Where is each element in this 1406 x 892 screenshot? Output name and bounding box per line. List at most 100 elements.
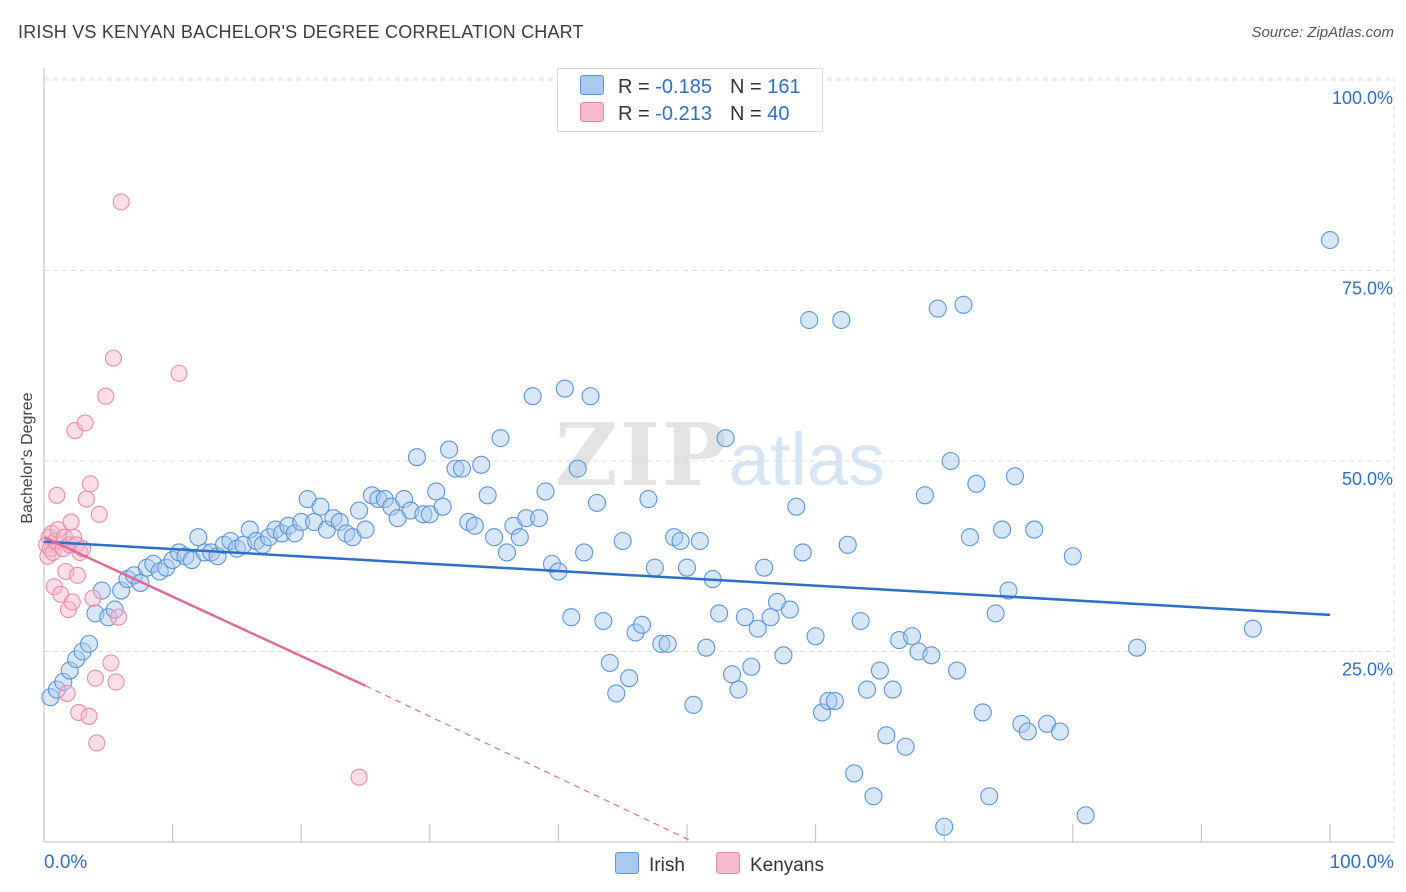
kenyan-point	[58, 684, 76, 702]
kenyan-point	[62, 513, 80, 531]
irish-point	[375, 490, 394, 509]
irish-point	[800, 310, 819, 330]
kenyan-point	[110, 608, 128, 626]
kenyan-trend-extension	[365, 685, 694, 843]
irish-point	[851, 611, 870, 631]
irish-point	[902, 627, 922, 646]
kenyan-legend-swatch	[716, 852, 740, 874]
legend-kenyan-r-label: R =	[618, 103, 650, 125]
irish-point	[73, 642, 92, 661]
irish-point	[99, 608, 118, 627]
irish-point	[1063, 547, 1082, 566]
legend-irish-n-label: N =	[729, 76, 762, 98]
kenyan-point	[77, 490, 95, 508]
legend-kenyan-r-value: -0.213	[655, 103, 712, 125]
irish-point	[240, 520, 259, 539]
irish-point	[812, 703, 832, 722]
irish-point	[857, 680, 877, 699]
irish-point	[542, 554, 562, 573]
irish-point	[472, 455, 491, 474]
legend-irish-n-value: 161	[767, 76, 801, 98]
kenyan-swatch	[580, 102, 604, 122]
irish-point	[356, 520, 375, 539]
kenyan-trend-line	[43, 536, 367, 687]
irish-point	[620, 669, 639, 688]
irish-point	[523, 387, 542, 406]
irish-point	[935, 817, 954, 836]
trend-lines	[43, 536, 1331, 843]
legend-irish-r-label: R =	[618, 76, 650, 98]
y-tick-labels: 25.0% 50.0% 75.0% 100.0%	[1332, 88, 1393, 680]
irish-point	[414, 505, 433, 524]
irish-point	[639, 490, 658, 509]
irish-point	[1243, 619, 1262, 638]
irish-point	[729, 680, 748, 699]
irish-point	[497, 543, 517, 562]
irish-point	[748, 619, 767, 638]
kenyan-point	[76, 414, 94, 432]
kenyan-point	[102, 654, 120, 672]
bottom-legend-irish[interactable]: Irish	[615, 852, 685, 877]
irish-point	[581, 387, 600, 406]
irish-point	[780, 600, 799, 619]
irish-point	[465, 516, 484, 535]
y-tick-label-100: 100.0%	[1332, 88, 1393, 108]
kenyan-point	[81, 475, 99, 493]
irish-point	[806, 627, 825, 646]
kenyan-point	[84, 589, 102, 607]
irish-trend-line	[43, 540, 1331, 617]
legend-row-irish: R = -0.185 N = 161	[580, 75, 801, 99]
irish-point	[1128, 638, 1147, 657]
irish-point	[440, 440, 459, 459]
grid-lines	[44, 77, 1395, 842]
legend-irish-r-value: -0.185	[655, 76, 712, 98]
irish-point	[67, 650, 86, 669]
irish-point	[54, 672, 73, 692]
irish-point	[189, 528, 208, 547]
irish-point	[755, 558, 774, 577]
irish-point	[562, 608, 581, 627]
irish-point	[427, 482, 446, 501]
irish-point	[311, 497, 330, 516]
irish-point	[272, 524, 291, 543]
irish-point	[948, 661, 967, 680]
legend-kenyan-n-value: 40	[767, 103, 790, 125]
irish-point	[452, 459, 472, 478]
irish-point	[1076, 806, 1095, 825]
irish-point	[613, 531, 632, 551]
irish-point	[742, 657, 761, 676]
irish-point	[491, 429, 510, 448]
kenyan-point	[90, 505, 108, 523]
kenyan-legend-label: Kenyans	[750, 855, 824, 876]
irish-point	[877, 726, 896, 745]
kenyan-point	[48, 486, 66, 504]
irish-point	[941, 451, 960, 471]
irish-point	[735, 608, 754, 627]
irish-point	[980, 787, 999, 806]
irish-point	[594, 611, 613, 631]
irish-point	[1012, 714, 1031, 733]
irish-point	[652, 634, 671, 653]
irish-point	[510, 528, 529, 547]
kenyan-point	[107, 673, 125, 691]
irish-point	[47, 680, 66, 699]
irish-point	[954, 295, 973, 314]
kenyan-point	[350, 768, 368, 786]
irish-point	[716, 429, 735, 448]
irish-point	[1320, 230, 1340, 250]
y-tick-label-25: 25.0%	[1342, 660, 1393, 680]
irish-point	[722, 665, 742, 684]
axes	[43, 68, 1394, 843]
chart-title: IRISH VS KENYAN BACHELOR'S DEGREE CORREL…	[18, 22, 584, 42]
irish-legend-swatch	[615, 852, 639, 874]
irish-point	[967, 474, 986, 493]
irish-point	[832, 310, 851, 330]
bottom-legend-kenyan[interactable]: Kenyans	[716, 852, 824, 877]
irish-point	[677, 558, 697, 577]
source-label[interactable]: Source: ZipAtlas.com	[1251, 24, 1394, 41]
irish-point	[285, 524, 304, 543]
irish-point	[1025, 520, 1044, 539]
irish-point	[330, 512, 349, 532]
kenyan-point	[97, 387, 115, 405]
